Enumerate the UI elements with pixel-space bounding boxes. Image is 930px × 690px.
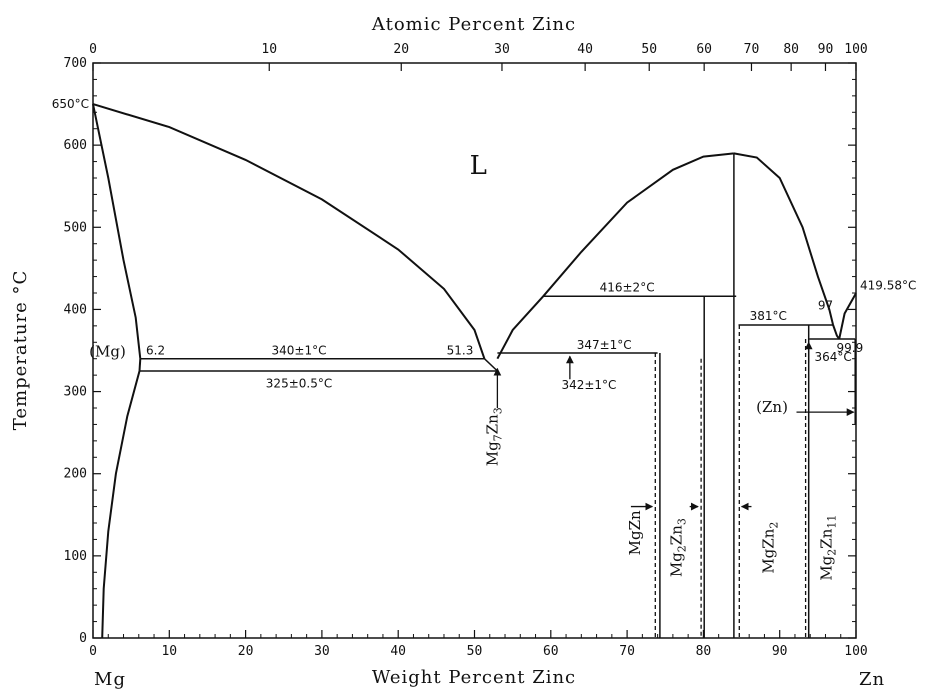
plot-frame <box>92 62 857 639</box>
x-tick-label: 100 <box>844 644 867 659</box>
x-tick-label: 20 <box>238 644 254 659</box>
top-tick-label: 20 <box>393 42 409 57</box>
compound-label: Mg7Zn3 <box>483 407 504 466</box>
annotation-label: 342±1°C <box>561 378 616 392</box>
liquidus-solvus-curve <box>832 324 841 340</box>
phase-boundary-line <box>483 358 498 372</box>
annotation-label: 6.2 <box>146 344 165 358</box>
annotation-label: (Mg) <box>89 342 126 360</box>
top-tick-label: 50 <box>641 42 657 57</box>
x-tick-label: 40 <box>390 644 406 659</box>
liquidus-solvus-curve <box>138 358 142 372</box>
annotation-label: 325±0.5°C <box>266 376 332 390</box>
liquidus-solvus-curve <box>733 152 835 326</box>
compound-label: Mg2Zn11 <box>818 515 839 581</box>
annotation-label: 340±1°C <box>272 344 327 358</box>
annotation-label: 416±2°C <box>600 280 655 294</box>
compound-label: Mg2Zn3 <box>667 518 688 577</box>
top-tick-label: 100 <box>844 42 867 57</box>
annotation-label: 381°C <box>750 309 787 323</box>
annotation-label: 51.3 <box>447 344 474 358</box>
y-tick-label: 500 <box>64 220 87 235</box>
liquidus-solvus-curve <box>496 152 735 360</box>
liquidus-solvus-curve <box>838 292 857 340</box>
compound-labels: Mg7Zn3 MgZn Mg2Zn3 MgZn2 Mg2Zn11 <box>483 407 838 580</box>
compound-label: MgZn <box>626 510 644 555</box>
top-axis-label: Atomic Percent Zinc <box>371 14 576 35</box>
annotation-label: 99.9 <box>837 341 864 355</box>
annotation-label: 419.58°C <box>860 279 916 293</box>
x-end-label-zn: Zn <box>859 669 885 690</box>
x-tick-label: 90 <box>772 644 788 659</box>
liquidus-solvus-curve <box>92 103 486 360</box>
x-tick-label: 0 <box>89 644 97 659</box>
x-tick-label: 60 <box>543 644 559 659</box>
x-tick-label: 70 <box>619 644 635 659</box>
y-axis-label: Temperature °C <box>10 270 31 430</box>
liquidus-solvus-curve <box>92 103 142 359</box>
y-tick-label: 300 <box>64 385 87 400</box>
annotation-label: 364°C <box>814 350 851 364</box>
annotation-label: 347±1°C <box>577 338 632 352</box>
top-tick-label: 30 <box>494 42 510 57</box>
x-end-label-mg: Mg <box>94 669 126 690</box>
compound-label: MgZn2 <box>760 522 781 574</box>
y-tick-label: 0 <box>79 631 87 646</box>
y-tick-label: 700 <box>64 56 87 71</box>
x-tick-label: 80 <box>696 644 712 659</box>
annotations: 650°C L 416±2°C 419.58°C 97 381°C 99.9 340±1°C 6… <box>52 97 917 416</box>
annotation-label: L <box>470 151 487 181</box>
annotation-label: 650°C <box>52 97 89 111</box>
top-tick-label: 0 <box>89 42 97 57</box>
x-tick-label: 10 <box>161 644 177 659</box>
top-tick-label: 70 <box>744 42 760 57</box>
y-tick-label: 600 <box>64 138 87 153</box>
y-tick-label: 100 <box>64 549 87 564</box>
x-tick-label: 30 <box>314 644 330 659</box>
annotation-label: (Zn) <box>756 398 788 416</box>
x-axis-label: Weight Percent Zinc <box>372 667 576 688</box>
top-tick-label: 60 <box>696 42 712 57</box>
phase-boundaries <box>92 103 857 639</box>
annotation-label: 97 <box>818 298 833 312</box>
pointer-arrows <box>493 341 855 511</box>
y-tick-label: 400 <box>64 302 87 317</box>
liquidus-solvus-curve <box>101 370 141 639</box>
y-tick-label: 200 <box>64 467 87 482</box>
top-tick-label: 40 <box>577 42 593 57</box>
top-tick-label: 80 <box>783 42 799 57</box>
axis-ticks: 0 10 20 30 40 50 60 70 80 90 100010020030040050060… <box>64 42 868 659</box>
top-tick-label: 90 <box>818 42 834 57</box>
x-tick-label: 50 <box>467 644 483 659</box>
top-tick-label: 10 <box>261 42 277 57</box>
